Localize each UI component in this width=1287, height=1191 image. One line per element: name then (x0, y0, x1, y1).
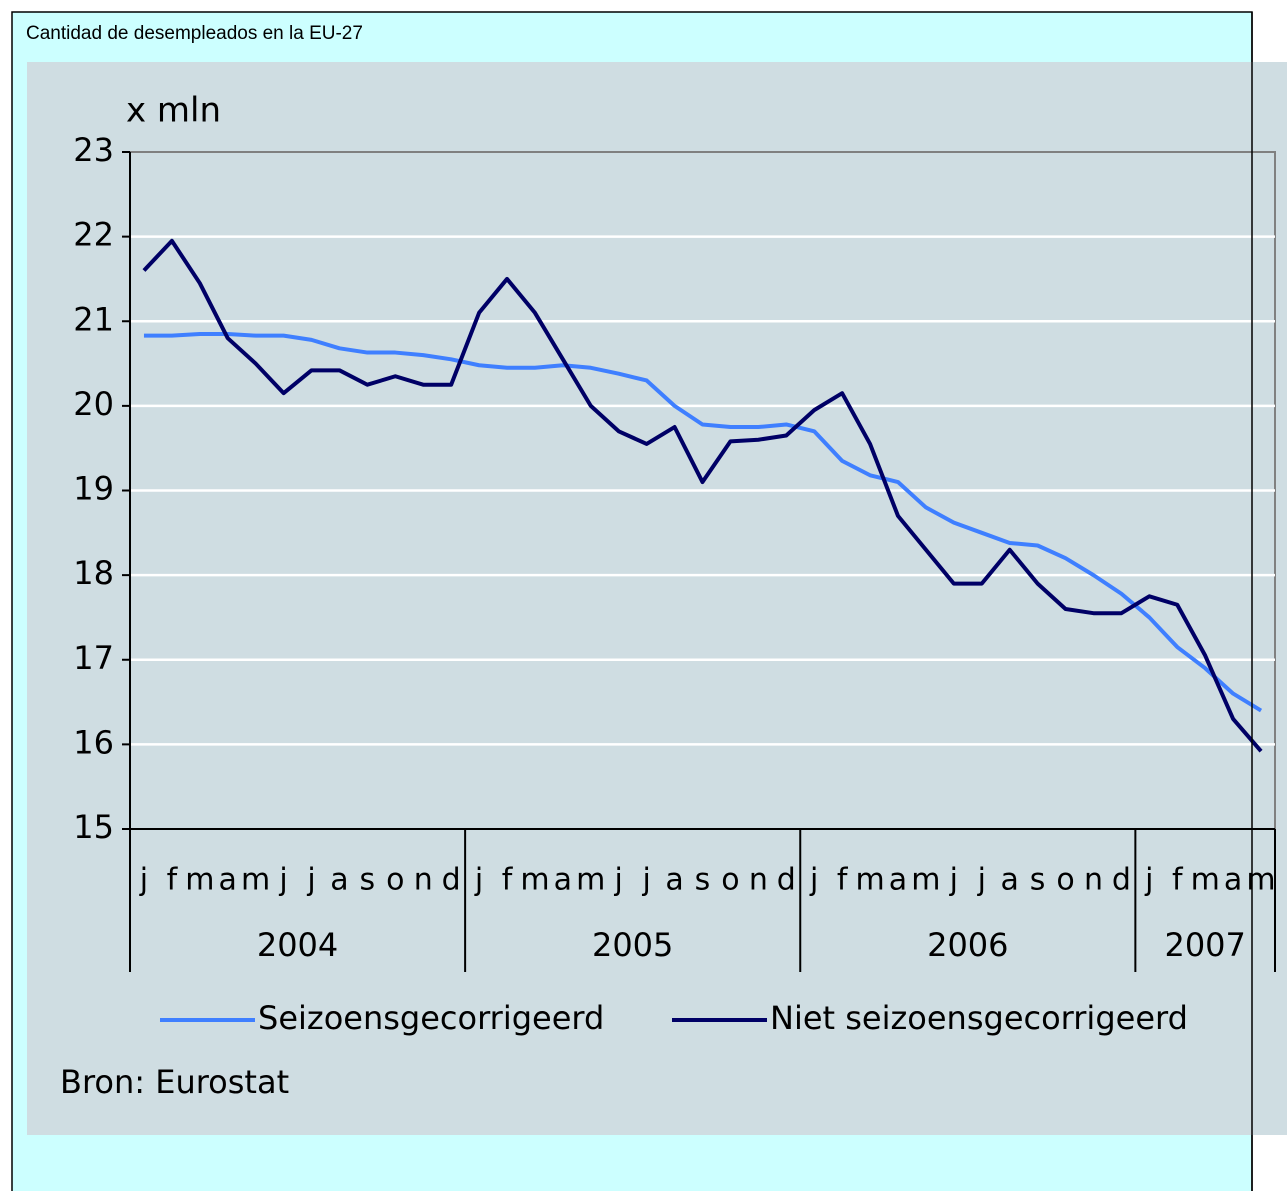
x-tick-label: n (749, 863, 768, 898)
x-tick-label: f (167, 863, 179, 898)
y-tick-label: 20 (73, 385, 114, 423)
x-tick-label: j (949, 863, 958, 898)
source-note: Bron: Eurostat (60, 1063, 289, 1101)
x-tick-label: j (977, 863, 986, 898)
plot-frame (130, 151, 1276, 829)
year-label: 2006 (927, 926, 1008, 964)
x-tick-label: m (1246, 863, 1275, 898)
x-tick-label: f (837, 863, 849, 898)
x-tick-label: a (219, 863, 237, 898)
x-tick-label: o (386, 863, 404, 898)
x-tick-label: o (1056, 863, 1074, 898)
year-label: 2005 (592, 926, 673, 964)
x-tick-label: j (139, 863, 148, 898)
x-tick-label: j (809, 863, 818, 898)
x-tick-label: m (520, 863, 549, 898)
x-tick-label: j (614, 863, 623, 898)
chart-title: Cantidad de desempleados en la EU-27 (26, 23, 363, 44)
y-tick-label: 17 (73, 639, 114, 677)
y-tick-label: 15 (73, 808, 114, 846)
year-label: 2007 (1164, 926, 1245, 964)
x-tick-label: a (889, 863, 907, 898)
x-tick-label: f (1172, 863, 1184, 898)
x-tick-label: a (554, 863, 572, 898)
series-line (143, 331, 1263, 713)
y-tick-label: 22 (73, 216, 114, 254)
series-line (142, 238, 1263, 753)
x-tick-label: o (721, 863, 739, 898)
y-tick-label: 21 (73, 300, 114, 338)
y-axis-label: x mln (126, 91, 221, 131)
x-tick-label: d (1112, 863, 1131, 898)
x-tick-label: a (665, 863, 683, 898)
x-tick-label: a (1000, 863, 1018, 898)
x-tick-label: s (695, 863, 711, 898)
x-tick-label: j (306, 863, 315, 898)
y-tick-label: 19 (73, 470, 114, 508)
x-tick-label: d (442, 863, 461, 898)
x-tick-label: m (855, 863, 884, 898)
x-tick-label: m (1191, 863, 1220, 898)
x-tick-label: a (330, 863, 348, 898)
x-tick-label: s (1030, 863, 1046, 898)
y-tick-label: 16 (73, 723, 114, 761)
x-tick-label: j (278, 863, 287, 898)
y-tick-label: 23 (73, 131, 114, 169)
legend-label: Seizoensgecorrigeerd (258, 999, 604, 1037)
year-label: 2004 (257, 926, 338, 964)
x-tick-label: n (414, 863, 433, 898)
x-tick-label: d (777, 863, 796, 898)
x-tick-label: m (576, 863, 605, 898)
x-tick-label: f (502, 863, 514, 898)
chart-panel (27, 62, 1287, 1135)
x-tick-label: j (474, 863, 483, 898)
x-tick-label: j (641, 863, 650, 898)
x-tick-label: s (360, 863, 376, 898)
x-tick-label: j (1144, 863, 1153, 898)
legend-label: Niet seizoensgecorrigeerd (770, 999, 1188, 1037)
x-tick-label: m (185, 863, 214, 898)
y-tick-label: 18 (73, 554, 114, 592)
x-tick-label: m (241, 863, 270, 898)
x-tick-label: n (1084, 863, 1103, 898)
x-tick-label: m (911, 863, 940, 898)
x-tick-label: a (1224, 863, 1242, 898)
